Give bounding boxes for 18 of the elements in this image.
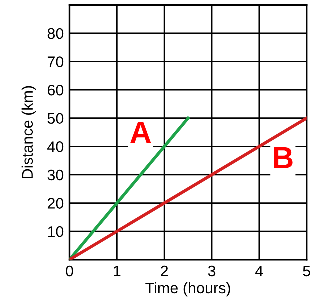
x-tick-label: 2 [161, 266, 168, 276]
y-tick-label: 20 [48, 198, 64, 209]
x-axis-title: Time (hours) [146, 282, 230, 297]
x-tick-label: 1 [114, 266, 121, 276]
y-tick-label: 10 [48, 226, 64, 238]
y-tick-label: 50 [48, 113, 64, 124]
x-tick-label: 0 [66, 266, 74, 277]
y-axis-title: Distance (km) [22, 86, 36, 178]
x-tick-label: 5 [303, 266, 310, 277]
annotation: A [130, 122, 152, 143]
y-tick-label: 80 [48, 28, 64, 40]
y-tick-label: 60 [48, 84, 64, 96]
x-tick-label: 4 [256, 266, 264, 276]
y-tick-label: 30 [48, 170, 64, 181]
y-tick-label: 70 [48, 56, 64, 68]
annotation: B [274, 147, 293, 168]
y-tick-label: 40 [48, 142, 64, 152]
x-tick-label: 3 [208, 266, 216, 277]
